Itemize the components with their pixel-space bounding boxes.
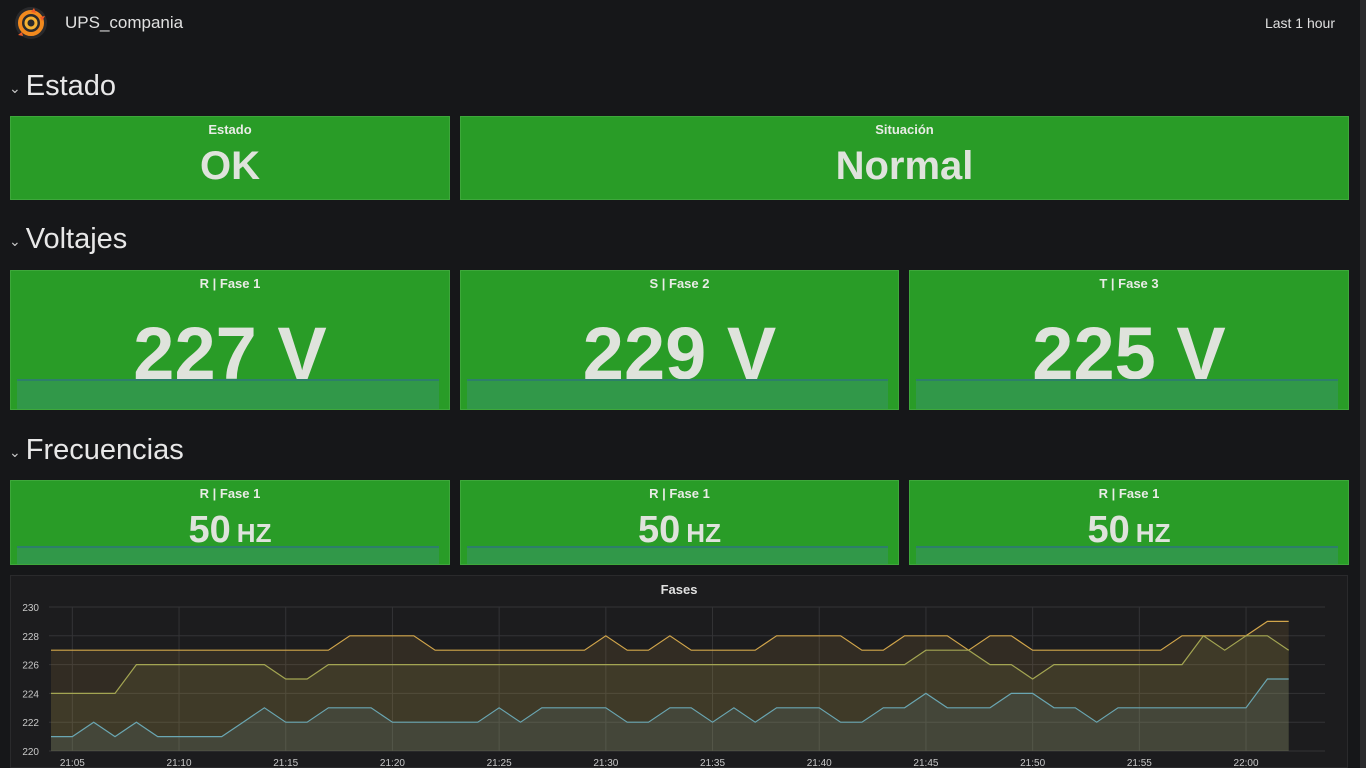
x-tick-label: 21:10 — [167, 758, 192, 767]
x-tick-label: 21:40 — [807, 758, 832, 767]
frequency-value: 50 — [638, 509, 681, 551]
frequency-unit: HZ — [1135, 518, 1171, 548]
dashboard-title[interactable]: UPS_compania — [65, 13, 184, 32]
frequency-unit: HZ — [236, 518, 272, 548]
panel-title: R | Fase 1 — [1098, 486, 1160, 501]
chevron-down-icon[interactable]: ⌄ — [9, 80, 21, 96]
x-tick-label: 21:15 — [273, 758, 298, 767]
sparkline — [916, 379, 1338, 409]
sparkline — [467, 379, 888, 409]
estado-panel[interactable]: Estado OK — [10, 116, 450, 200]
status-value: OK — [200, 144, 260, 188]
series-area — [51, 679, 1289, 751]
y-tick-label: 222 — [22, 718, 39, 729]
panel-title: R | Fase 1 — [649, 486, 710, 501]
panel-title: S | Fase 2 — [649, 276, 710, 291]
voltage-panel-r[interactable]: R | Fase 1 227 V — [10, 270, 450, 410]
panel-title: Situación — [875, 122, 934, 137]
y-tick-label: 230 — [22, 603, 39, 614]
sparkline — [916, 546, 1338, 564]
x-tick-label: 21:45 — [913, 758, 938, 767]
frequency-unit: HZ — [686, 518, 721, 548]
row-title-frecuencias[interactable]: ⌄ Frecuencias — [9, 434, 184, 467]
frequency-value: 50 — [188, 509, 231, 551]
x-tick-label: 21:30 — [593, 758, 618, 767]
x-tick-label: 21:55 — [1127, 758, 1152, 767]
panel-title: R | Fase 1 — [199, 276, 261, 291]
fases-graph-panel[interactable]: Fases 220 222 224 226 228 230 21:05 21:10 21:15 2… — [10, 575, 1348, 768]
frequency-value-wrap: 50 HZ — [461, 509, 898, 552]
frequency-value-wrap: 50 HZ — [11, 509, 449, 552]
sparkline — [17, 546, 439, 564]
grafana-logo-icon[interactable] — [14, 6, 48, 40]
chevron-down-icon[interactable]: ⌄ — [9, 444, 21, 460]
y-tick-label: 226 — [22, 661, 39, 672]
row-label: Frecuencias — [25, 434, 184, 466]
frequency-value: 50 — [1087, 509, 1130, 551]
row-title-estado[interactable]: ⌄ Estado — [9, 70, 116, 103]
chevron-down-icon[interactable]: ⌄ — [9, 233, 21, 249]
frequency-panel-1[interactable]: R | Fase 1 50 HZ — [10, 480, 450, 565]
series-area — [51, 635, 1289, 751]
panel-title: Estado — [208, 122, 252, 137]
frequency-value-wrap: 50 HZ — [910, 509, 1348, 552]
x-tick-label: 21:20 — [380, 758, 405, 767]
y-tick-label: 224 — [22, 689, 39, 700]
panel-title: R | Fase 1 — [199, 486, 261, 501]
situation-value: Normal — [835, 144, 974, 188]
voltage-panel-t[interactable]: T | Fase 3 225 V — [909, 270, 1349, 410]
row-title-voltajes[interactable]: ⌄ Voltajes — [9, 223, 127, 256]
row-label: Estado — [25, 70, 117, 102]
series-line — [51, 678, 1289, 738]
graph-title: Fases — [660, 582, 698, 597]
voltage-panel-s[interactable]: S | Fase 2 229 V — [460, 270, 899, 410]
page-scrollbar[interactable] — [1360, 0, 1366, 768]
y-tick-label: 220 — [22, 747, 39, 758]
sparkline — [467, 546, 888, 564]
series-area — [51, 621, 1289, 751]
panel-title: T | Fase 3 — [1099, 276, 1159, 291]
x-tick-label: 21:35 — [700, 758, 725, 767]
sparkline — [17, 379, 439, 409]
top-navbar: UPS_compania Last 1 hour — [0, 0, 1366, 48]
fases-chart[interactable]: 220 222 224 226 228 230 21:05 21:10 21:15 21:20 21… — [11, 576, 1347, 767]
series-line — [51, 620, 1289, 651]
situacion-panel[interactable]: Situación Normal — [460, 116, 1349, 200]
x-tick-label: 21:25 — [487, 758, 512, 767]
row-label: Voltajes — [25, 223, 128, 255]
x-tick-label: 21:50 — [1020, 758, 1045, 767]
time-range-picker[interactable]: Last 1 hour — [1264, 15, 1335, 31]
y-tick-label: 228 — [22, 632, 39, 643]
x-tick-label: 22:00 — [1234, 758, 1259, 767]
frequency-panel-2[interactable]: R | Fase 1 50 HZ — [460, 480, 899, 565]
x-tick-label: 21:05 — [60, 758, 85, 767]
frequency-panel-3[interactable]: R | Fase 1 50 HZ — [909, 480, 1349, 565]
series-line — [51, 634, 1290, 694]
